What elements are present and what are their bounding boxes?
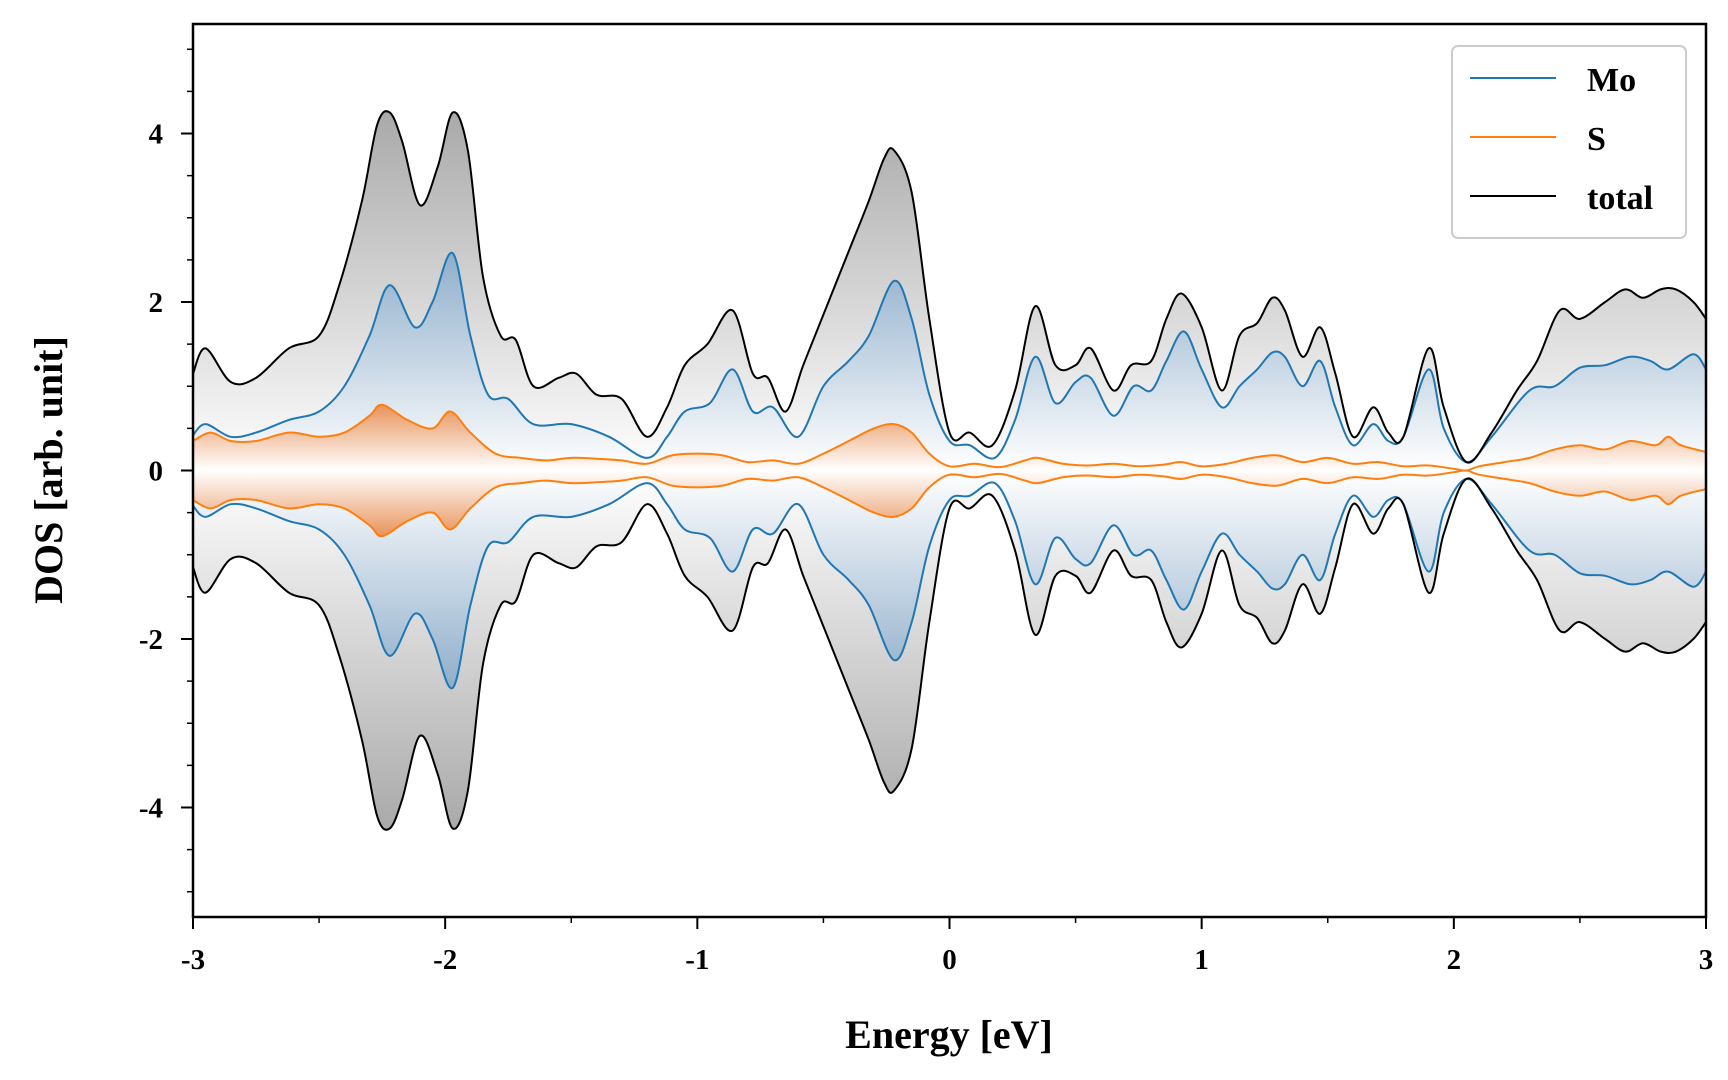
legend-box: [1451, 45, 1687, 239]
line-mo-down: [193, 477, 1706, 690]
y-tick-label: 0: [149, 456, 164, 488]
legend-label-mo: Mo: [1587, 62, 1636, 99]
x-tick-label: 3: [1699, 944, 1714, 976]
line-s-down: [193, 469, 1706, 538]
line-mo-up: [193, 251, 1706, 464]
y-tick-label: 4: [149, 119, 164, 151]
x-tick-label: -2: [433, 944, 457, 976]
line-total-up: [193, 110, 1706, 464]
x-tick-label: -3: [181, 944, 205, 976]
y-tick-label: -2: [139, 624, 163, 656]
line-total-down: [193, 477, 1706, 831]
y-axis-label: DOS [arb. unit]: [26, 336, 71, 604]
x-tick-label: 2: [1447, 944, 1462, 976]
x-tick-label: 1: [1194, 944, 1209, 976]
x-tick-label: 0: [942, 944, 957, 976]
legend-label-total: total: [1587, 180, 1653, 217]
y-tick-label: 2: [149, 287, 164, 319]
y-tick-label: -4: [139, 792, 163, 824]
x-axis-label: Energy [eV]: [845, 1012, 1053, 1057]
x-tick-label: -1: [685, 944, 709, 976]
legend: Mo S total: [1451, 45, 1687, 239]
fill-s: [193, 404, 1706, 537]
legend-label-s: S: [1587, 121, 1606, 158]
